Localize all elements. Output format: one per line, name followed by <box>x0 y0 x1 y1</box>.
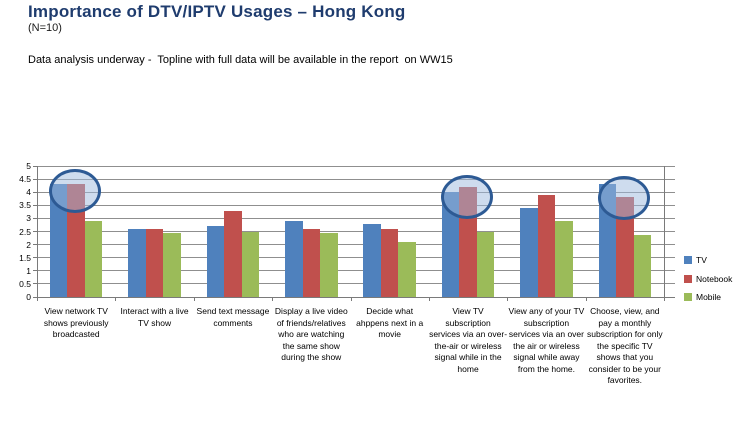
y-axis-label: 5 <box>26 161 31 171</box>
bar-mobile <box>320 232 338 297</box>
gridline <box>37 257 675 259</box>
highlight-circle <box>441 174 494 219</box>
x-axis-tick <box>585 297 587 301</box>
gridline <box>37 283 675 285</box>
y-axis-tick <box>33 165 37 167</box>
bar-tv <box>49 184 68 297</box>
y-axis-tick <box>33 270 37 272</box>
y-axis-label: 0.5 <box>19 278 31 289</box>
y-axis-label: 1.5 <box>19 252 31 263</box>
bar-mobile <box>163 232 181 297</box>
y-axis-tick <box>33 217 37 219</box>
legend-item-notebook: Notebook <box>684 274 732 284</box>
x-axis-tick <box>507 297 509 301</box>
category-label: Decide what ahppens next in a movie <box>356 306 424 339</box>
gridline <box>37 204 675 206</box>
y-axis-label: 0 <box>26 292 31 302</box>
legend-swatch-notebook <box>684 274 692 283</box>
bar-notebook <box>302 228 321 297</box>
x-axis-tick <box>193 297 195 301</box>
bar-mobile <box>398 241 416 297</box>
y-axis-label: 2.5 <box>19 226 31 237</box>
y-axis-tick <box>33 257 37 259</box>
y-axis-tick <box>33 283 37 285</box>
highlight-circle <box>49 169 102 214</box>
x-axis-tick <box>350 297 352 301</box>
gridline <box>37 217 675 219</box>
y-axis-label: 2 <box>26 239 31 250</box>
x-axis-tick <box>664 297 665 301</box>
bar-mobile <box>241 231 260 297</box>
y-axis-tick <box>33 191 37 193</box>
bar-notebook <box>537 194 556 297</box>
category-label: View TV subscription services via an ove… <box>429 306 508 374</box>
category-label: Send text message comments <box>196 306 270 328</box>
bar-notebook <box>224 210 242 297</box>
x-axis-tick <box>37 297 38 301</box>
category-label: Display a live video of friends/relative… <box>274 306 348 362</box>
legend-swatch-mobile <box>684 293 692 301</box>
legend-label: Notebook <box>696 273 733 284</box>
bar-tv <box>441 192 460 297</box>
y-axis-label: 1 <box>26 265 31 276</box>
category-label: View any of your TV subscription service… <box>508 306 585 374</box>
bar-tv <box>285 221 303 297</box>
legend-label: Mobile <box>696 292 722 302</box>
bar-notebook <box>616 197 634 297</box>
bar-notebook <box>145 228 164 297</box>
gridline <box>37 270 675 272</box>
plot-right-border <box>664 166 665 298</box>
x-axis-line <box>37 297 675 298</box>
bar-mobile <box>555 221 573 297</box>
bar-mobile <box>476 231 495 297</box>
bar-notebook <box>380 228 399 297</box>
y-axis-label: 4.5 <box>19 174 31 185</box>
page-title: Importance of DTV/IPTV Usages – Hong Kon… <box>28 2 406 21</box>
gridline <box>37 165 675 167</box>
bar-mobile <box>84 221 103 297</box>
y-axis-label: 3.5 <box>19 200 31 211</box>
sample-size-label: (N=10) <box>28 22 62 34</box>
y-axis-label: 4 <box>26 187 31 198</box>
y-axis-line <box>37 166 38 298</box>
legend-swatch-tv <box>684 256 692 264</box>
bar-tv <box>128 228 146 297</box>
category-label: Choose, view, and pay a monthly subscrip… <box>587 306 663 385</box>
category-label: Interact with a live TV show <box>120 306 189 328</box>
category-label: View network TV shows previously broadca… <box>43 306 109 339</box>
gridline <box>37 244 675 246</box>
legend-item-mobile: Mobile <box>684 292 721 302</box>
y-axis-tick <box>33 178 37 180</box>
bar-tv <box>520 207 538 297</box>
y-axis-label: 3 <box>26 213 31 224</box>
bar-tv <box>206 226 225 297</box>
y-axis-tick <box>33 296 37 298</box>
gridline <box>37 191 675 193</box>
gridline <box>37 178 675 180</box>
y-axis-tick <box>33 231 37 232</box>
highlight-circle <box>597 175 650 220</box>
x-axis-tick <box>428 297 430 301</box>
y-axis-tick <box>33 244 37 246</box>
legend-label: TV <box>696 255 707 265</box>
gridline <box>37 231 675 232</box>
status-note: Data analysis underway - Topline with fu… <box>28 54 453 66</box>
y-axis-tick <box>33 204 37 206</box>
legend-item-tv: TV <box>684 255 707 265</box>
bar-tv <box>363 223 381 297</box>
x-axis-tick <box>115 297 117 301</box>
bar-mobile <box>633 235 652 297</box>
x-axis-tick <box>272 297 274 301</box>
